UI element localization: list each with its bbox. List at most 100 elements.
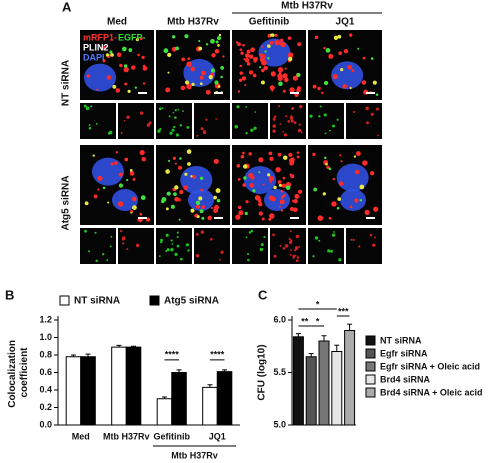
puncta bbox=[175, 46, 179, 51]
puncta bbox=[290, 115, 293, 118]
nucleus bbox=[91, 157, 124, 186]
puncta bbox=[161, 107, 164, 109]
puncta bbox=[165, 249, 168, 253]
puncta bbox=[242, 151, 245, 155]
puncta bbox=[354, 198, 359, 203]
scale-bar bbox=[138, 217, 147, 219]
puncta bbox=[290, 119, 294, 123]
scale-bar bbox=[214, 217, 223, 219]
puncta bbox=[126, 115, 130, 119]
legend-swatch bbox=[365, 374, 376, 385]
puncta bbox=[119, 229, 123, 233]
bar bbox=[80, 356, 96, 426]
column-label: Mtb H37Rv bbox=[167, 17, 219, 28]
puncta bbox=[256, 57, 259, 60]
puncta bbox=[186, 61, 192, 67]
puncta bbox=[171, 243, 174, 245]
bar bbox=[305, 356, 317, 426]
y-axis-label: CFU (log10) bbox=[257, 344, 268, 400]
x-tick-label: JQ1 bbox=[209, 431, 226, 441]
puncta bbox=[288, 157, 295, 164]
puncta bbox=[324, 156, 327, 160]
puncta bbox=[176, 244, 180, 248]
y-tick-label: 5.5 bbox=[273, 367, 286, 377]
puncta bbox=[247, 258, 250, 262]
panel-label: B bbox=[5, 287, 14, 302]
puncta bbox=[88, 126, 92, 130]
puncta bbox=[244, 83, 247, 87]
puncta bbox=[114, 161, 118, 165]
puncta bbox=[165, 207, 169, 211]
puncta bbox=[274, 39, 280, 46]
puncta bbox=[198, 39, 201, 43]
puncta bbox=[201, 70, 206, 76]
puncta bbox=[332, 177, 336, 181]
puncta bbox=[118, 183, 124, 188]
puncta bbox=[292, 75, 299, 81]
puncta bbox=[263, 65, 268, 71]
y-tick-label: 6.0 bbox=[273, 314, 286, 324]
puncta bbox=[347, 65, 352, 70]
puncta bbox=[350, 238, 353, 241]
puncta bbox=[323, 113, 327, 117]
puncta bbox=[110, 235, 113, 238]
puncta bbox=[110, 162, 114, 166]
puncta bbox=[293, 207, 298, 213]
puncta bbox=[296, 155, 300, 159]
puncta bbox=[195, 254, 200, 258]
puncta bbox=[362, 56, 366, 60]
puncta bbox=[267, 44, 271, 48]
puncta bbox=[277, 152, 282, 157]
puncta bbox=[131, 196, 137, 202]
puncta bbox=[106, 259, 109, 262]
legend-label: Brd4 siRNA + Oleic acid bbox=[380, 387, 482, 397]
puncta bbox=[375, 93, 379, 96]
puncta bbox=[191, 82, 195, 87]
puncta bbox=[139, 111, 144, 115]
puncta bbox=[349, 205, 353, 209]
puncta bbox=[220, 75, 223, 79]
puncta bbox=[214, 48, 220, 54]
puncta bbox=[331, 201, 337, 207]
puncta bbox=[139, 150, 145, 156]
puncta bbox=[288, 237, 291, 241]
nucleus bbox=[336, 163, 369, 192]
puncta bbox=[107, 201, 110, 204]
puncta bbox=[167, 71, 170, 74]
puncta bbox=[309, 114, 313, 118]
puncta bbox=[269, 213, 275, 219]
puncta bbox=[333, 231, 335, 233]
puncta bbox=[248, 172, 254, 178]
puncta bbox=[239, 48, 243, 51]
puncta bbox=[274, 33, 278, 37]
group-label: Mtb H37Rv bbox=[281, 1, 333, 12]
puncta bbox=[331, 124, 335, 128]
puncta bbox=[283, 193, 287, 197]
puncta bbox=[328, 167, 332, 171]
puncta bbox=[253, 126, 257, 130]
puncta bbox=[170, 204, 175, 209]
puncta bbox=[145, 217, 151, 222]
puncta bbox=[199, 75, 204, 80]
y-tick-label: 0.0 bbox=[39, 419, 52, 429]
puncta bbox=[377, 134, 379, 137]
puncta bbox=[239, 71, 244, 75]
puncta bbox=[245, 132, 248, 135]
x-tick-label: Med bbox=[72, 431, 90, 441]
puncta bbox=[130, 211, 133, 214]
puncta bbox=[279, 42, 283, 46]
puncta bbox=[284, 77, 289, 83]
puncta bbox=[312, 84, 317, 89]
puncta bbox=[116, 52, 122, 58]
bar bbox=[292, 336, 304, 426]
puncta bbox=[314, 236, 319, 240]
puncta bbox=[158, 255, 161, 258]
puncta bbox=[126, 248, 129, 251]
bar bbox=[156, 398, 173, 426]
y-tick-label: 0.4 bbox=[39, 384, 52, 394]
puncta bbox=[287, 36, 292, 40]
puncta bbox=[169, 131, 173, 135]
puncta bbox=[332, 73, 338, 80]
puncta bbox=[359, 184, 365, 190]
legend-swatch bbox=[59, 295, 70, 306]
